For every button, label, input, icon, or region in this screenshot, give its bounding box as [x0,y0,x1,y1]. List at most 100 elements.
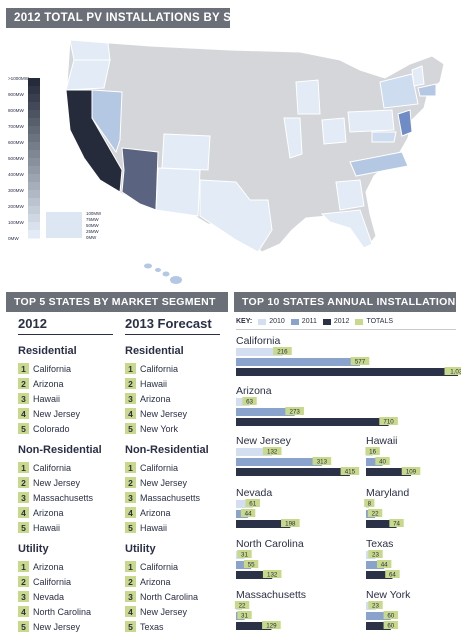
state-name: Massachusetts [236,589,306,601]
legend-swatch [28,86,40,95]
key-item: 2012 [322,318,349,325]
rank-number: 5 [125,423,136,434]
segment-title: TOP 5 STATES BY MARKET SEGMENT [6,292,228,312]
bar-2011 [366,612,391,620]
bar-2012 [366,520,397,528]
value-label-box [383,611,398,619]
value-label-box [379,417,398,425]
segment-rank-item: 4 Arizona [18,505,128,520]
legend-low-label: 50MW [86,223,100,228]
state-name: Nevada [236,487,272,499]
state-name: New York [366,589,411,601]
value-label-box [367,509,383,517]
rank-number: 5 [18,621,29,632]
state-name: New Jersey [236,435,292,447]
legend-swatch [28,78,40,87]
key-item: 2010 [258,318,285,325]
state-massachusetts [417,83,437,97]
rank-state: Massachusetts [33,492,94,503]
value-label: 273 [290,408,301,415]
state-nevada [91,89,123,154]
key-item: TOTALS [355,318,393,325]
legend-swatch [28,182,40,191]
value-label: 64 [389,571,396,578]
segment-heading: Utility [18,543,49,555]
rank-state: Arizona [140,576,171,587]
state-maryland [371,131,397,143]
state-northcarolina [349,151,409,177]
legend-low-label: 75MW [86,217,100,222]
key-label: KEY: [236,318,253,325]
bar-2012 [236,368,458,376]
value-label-box [375,457,390,465]
legend-swatch [28,214,40,223]
rank-number: 4 [18,408,29,419]
us-map [65,39,445,284]
rank-state: Hawaii [140,522,168,533]
rank-number: 1 [18,363,29,374]
segment-rank-item: 5 Hawaii [125,520,235,535]
legend-label: 200MW [8,204,24,209]
legend-swatch [28,110,40,119]
segment-rank-item: 1 California [125,361,235,376]
value-label-box [262,570,282,578]
legend-swatch [28,102,40,111]
rank-number: 2 [125,477,136,488]
rank-state: California [33,462,72,473]
value-label-box [364,499,375,507]
state-georgia [335,179,365,211]
value-label: 415 [345,468,356,475]
rank-number: 3 [125,492,136,503]
legend-swatch [28,174,40,183]
value-label-box [312,457,332,465]
segment-rank-item: 3 Nevada [18,589,128,604]
rank-state: Hawaii [33,522,61,533]
legend-label: 300MW [8,188,24,193]
rank-number: 4 [125,606,136,617]
value-label: 40 [379,458,386,465]
segment-rank-item: 4 New Jersey [18,406,128,421]
legend-swatch [28,142,40,151]
rank-number: 3 [18,393,29,404]
segment-heading: Residential [125,345,184,357]
rank-number: 4 [125,408,136,419]
legend-swatch [28,190,40,199]
segment-rank-item: 1 California [18,460,128,475]
value-label-box [237,611,252,619]
value-label-box [350,357,370,365]
segment-rank-item: 2 New Jersey [125,475,235,490]
state-name: Texas [366,538,393,550]
value-label-box [242,397,257,405]
segment-rank-item: 3 Massachusetts [18,490,128,505]
column-rule [125,334,220,335]
segment-rank-item: 1 California [18,361,128,376]
rank-number: 1 [18,462,29,473]
rank-state: Arizona [140,507,171,518]
state-newyork [379,73,419,109]
segment-rank-item: 5 Texas [125,619,235,634]
bar-2012 [236,520,291,528]
segment-rank-item: 3 Arizona [125,391,235,406]
segment-rank-item: 1 California [125,460,235,475]
segment-rank-item: 5 New Jersey [18,619,128,634]
segment-rank-item: 4 New Jersey [125,406,235,421]
legend-low-label: 100MW [86,211,102,216]
bar-2012 [236,418,389,426]
rank-state: New Jersey [33,477,81,488]
value-label: 109 [406,468,417,475]
value-label: 31 [241,551,248,558]
segment-rank-item: 2 Hawaii [125,376,235,391]
chart-key: KEY: 2010 2011 2012 TOTALS [236,318,393,325]
key-swatch [290,318,299,325]
segment-rank-item: 2 California [18,574,128,589]
segment-rank-item: 4 North Carolina [18,604,128,619]
rank-state: California [33,363,72,374]
value-label: 313 [317,458,328,465]
rank-number: 3 [18,492,29,503]
legend-swatch [28,158,40,167]
value-label-box [237,550,252,558]
rank-number: 2 [125,576,136,587]
rank-number: 4 [18,606,29,617]
rank-state: California [140,363,179,374]
segment-rank-item: 2 Arizona [18,376,128,391]
